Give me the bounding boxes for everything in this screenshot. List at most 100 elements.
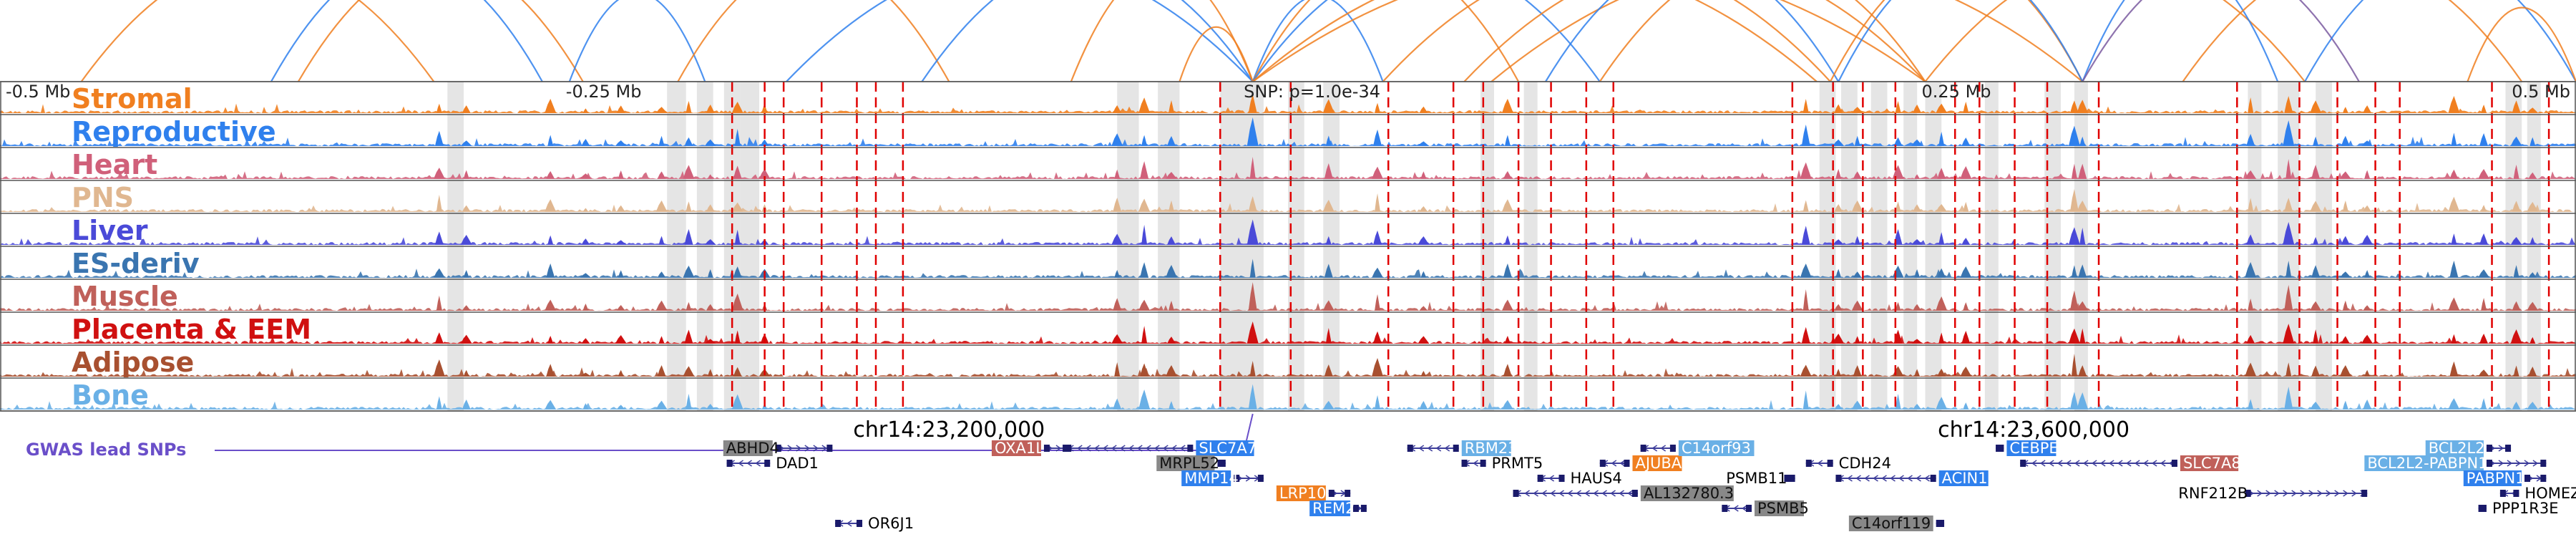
peak: [684, 229, 693, 245]
peak: [761, 104, 768, 113]
gene-label-box: [1640, 485, 1734, 501]
gene-lrp10: LRP10: [1276, 485, 1351, 502]
peak: [2513, 165, 2519, 179]
gene-label: SLC7A7: [1199, 440, 1257, 457]
peak: [1169, 200, 1175, 212]
relative-ticks: -0.5 Mb -0.25 Mb SNP: p=1.0e-34 0.25 Mb 0.5 …: [6, 82, 2570, 102]
strand-arrow: [1548, 475, 1555, 482]
gene-label: SLC7A8: [2183, 455, 2241, 472]
gene-psmb5: PSMB5: [1722, 500, 1809, 517]
peak: [2079, 228, 2086, 245]
strand-arrow: [2291, 490, 2297, 497]
peak: [1249, 157, 1256, 179]
exon: [1537, 475, 1543, 482]
relative-tick-label: 0.5 Mb: [2512, 82, 2570, 102]
peak: [582, 403, 589, 410]
peak: [2077, 301, 2089, 311]
peak: [616, 105, 625, 113]
peak: [436, 396, 442, 410]
exon: [1219, 460, 1226, 467]
gene-label-box: [2425, 440, 2484, 456]
peak: [618, 170, 624, 179]
exon: [857, 520, 863, 527]
peak: [2313, 136, 2319, 146]
gene-mmp14: MMP14: [1181, 470, 1264, 487]
peak: [1914, 369, 1921, 377]
peak: [1911, 139, 1923, 146]
peak: [1911, 239, 1923, 245]
peak: [1936, 296, 1948, 311]
peak: [1420, 371, 1427, 377]
peak: [2077, 200, 2089, 212]
exon: [1789, 475, 1795, 482]
peak: [436, 295, 442, 311]
exon: [1938, 520, 1945, 527]
peak: [2284, 96, 2293, 113]
strand-arrow: [2031, 460, 2037, 467]
gene-rem2: REM2: [1309, 500, 1367, 517]
gene-mrpl52: MRPL52: [1156, 455, 1226, 472]
peak: [2246, 234, 2255, 245]
peak: [1938, 232, 1945, 245]
strand-arrow: [2048, 460, 2054, 467]
gene-label: RBM23: [1465, 440, 1518, 457]
peak: [2478, 269, 2490, 278]
gene-label: C14orf93: [1682, 440, 1751, 457]
peak: [1501, 99, 1513, 113]
strand-arrow: [1847, 475, 1853, 482]
track-label: Placenta & EEM: [72, 314, 311, 345]
peak: [1895, 394, 1901, 410]
peak: [2068, 227, 2080, 245]
exon: [826, 445, 833, 452]
peak: [1853, 365, 1862, 377]
loop-arc-12: [1252, 0, 1818, 82]
peak: [731, 394, 743, 410]
relative-tick-label: 0.25 Mb: [1922, 82, 1991, 102]
loop-arc-24: [2182, 0, 2523, 82]
peak: [1938, 332, 1945, 344]
peak: [2527, 107, 2539, 113]
gwas-label: GWAS lead SNPs: [26, 440, 186, 460]
strand-arrow: [2300, 490, 2306, 497]
gene-label-box: [2364, 455, 2484, 471]
peak: [546, 263, 555, 278]
peak: [1114, 270, 1121, 278]
gene-rnf212b: RNF212B: [2178, 485, 2368, 502]
peak: [655, 200, 668, 212]
strand-arrow: [2151, 460, 2157, 467]
peak: [2069, 189, 2079, 212]
peak: [1246, 321, 1259, 344]
peak: [2510, 136, 2522, 146]
exon: [1624, 460, 1630, 467]
peak: [2512, 100, 2521, 113]
exon: [764, 460, 771, 467]
strand-arrow: [1924, 475, 1930, 482]
peak: [1854, 236, 1860, 245]
gene-c14orf119: C14orf119: [1848, 515, 1945, 532]
exon: [1480, 460, 1486, 467]
peak: [1325, 236, 1332, 245]
strand-arrow: [1593, 490, 1599, 497]
peak: [616, 405, 625, 410]
track-noise: [0, 103, 2576, 113]
strand-arrow: [1427, 445, 1433, 452]
peak: [1895, 301, 1901, 311]
gene-abhd4: ABHD4: [723, 440, 833, 457]
peak: [1501, 199, 1513, 212]
peak: [2479, 233, 2489, 245]
loop-arc-4: [677, 0, 950, 82]
peak: [2078, 163, 2087, 179]
track-frame: [0, 81, 2576, 412]
peak: [706, 404, 715, 410]
peak: [1913, 204, 1922, 212]
peak: [1248, 384, 1257, 410]
peak: [2245, 262, 2257, 278]
peak: [2248, 298, 2254, 311]
peak: [2071, 354, 2077, 377]
track-label: Stromal: [72, 83, 192, 115]
exon: [1722, 505, 1728, 512]
exon: [1998, 445, 2004, 452]
loop-arc-18: [1829, 0, 2084, 82]
peak: [760, 139, 769, 146]
peak: [580, 273, 592, 278]
